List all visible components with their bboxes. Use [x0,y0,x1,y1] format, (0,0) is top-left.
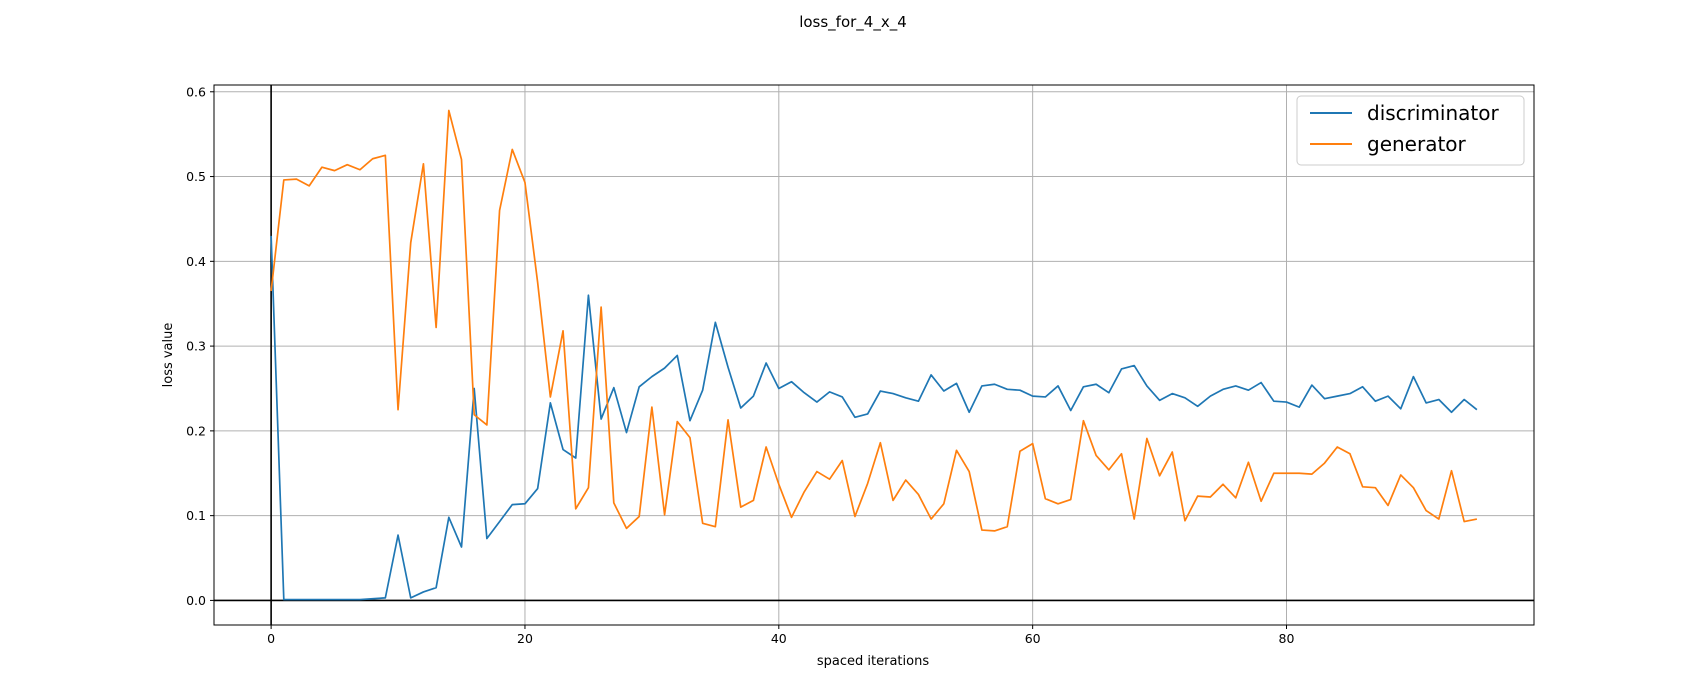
x-axis-label: spaced iterations [817,654,929,669]
x-tick-label: 40 [771,631,787,646]
plot-frame [213,84,1535,626]
y-tick-label: 0.0 [186,593,206,608]
series-line-generator [270,109,1478,532]
x-tick-label: 20 [517,631,533,646]
y-axis-ticks: 0.0 0.1 0.2 0.3 0.4 0.5 0.6 [186,84,214,608]
y-tick-label: 0.2 [186,423,206,438]
series-lines [270,109,1478,601]
x-tick-label: 60 [1025,631,1041,646]
y-tick-label: 0.4 [186,254,206,269]
x-tick-label: 0 [267,631,275,646]
y-axis-label: loss value [161,323,176,388]
plot-area [213,84,1535,626]
series-line-discriminator [270,235,1478,601]
y-tick-label: 0.3 [186,339,206,354]
legend-label-discriminator: discriminator [1367,101,1499,125]
x-axis-ticks: 0 20 40 60 80 [267,625,1294,646]
legend-box [1296,95,1525,166]
zero-lines [214,85,1534,625]
legend: discriminator generator [1296,95,1525,166]
plot-background [214,85,1534,625]
chart-title: loss_for_4_x_4 [799,13,907,32]
y-tick-label: 0.5 [186,169,206,184]
y-tick-label: 0.1 [186,508,206,523]
x-tick-label: 80 [1279,631,1295,646]
y-tick-label: 0.6 [186,84,206,99]
legend-label-generator: generator [1367,132,1467,156]
